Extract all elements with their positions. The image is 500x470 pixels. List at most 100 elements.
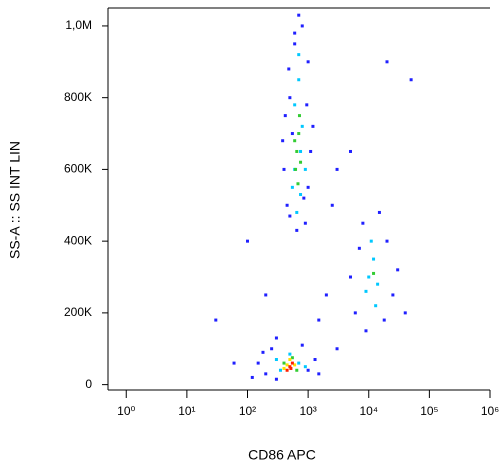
- event-point: [288, 352, 292, 356]
- event-point: [306, 60, 310, 64]
- event-point: [293, 103, 297, 107]
- event-point: [289, 366, 293, 370]
- event-point: [364, 329, 368, 333]
- event-point: [290, 356, 294, 360]
- event-point: [372, 257, 376, 261]
- event-point: [299, 160, 303, 164]
- event-point: [282, 366, 286, 370]
- event-point: [300, 343, 304, 347]
- event-point: [306, 185, 310, 189]
- event-point: [270, 347, 274, 351]
- event-point: [282, 167, 286, 171]
- event-point: [311, 124, 315, 128]
- event-point: [353, 311, 357, 315]
- event-point: [335, 167, 339, 171]
- event-point: [293, 31, 297, 35]
- event-point: [374, 304, 378, 308]
- event-point: [290, 132, 294, 136]
- x-tick-label: 10⁵: [420, 404, 438, 418]
- event-point: [303, 365, 307, 369]
- y-tick-label: 0: [85, 377, 92, 391]
- event-point: [382, 318, 386, 322]
- event-point: [285, 363, 289, 367]
- event-point: [306, 368, 310, 372]
- event-point: [409, 78, 413, 82]
- event-point: [403, 311, 407, 315]
- event-point: [264, 372, 268, 376]
- event-point: [290, 361, 294, 365]
- y-tick-label: 400K: [64, 233, 92, 247]
- event-point: [250, 375, 254, 379]
- event-point: [297, 13, 301, 17]
- event-point: [317, 318, 321, 322]
- event-point: [287, 67, 291, 71]
- event-point: [295, 368, 299, 372]
- x-tick-label: 10³: [299, 404, 316, 418]
- y-tick-label: 600K: [64, 162, 92, 176]
- event-point: [264, 293, 268, 297]
- event-point: [385, 60, 389, 64]
- event-point: [385, 239, 389, 243]
- x-tick-label: 10¹: [178, 404, 195, 418]
- event-point: [300, 124, 304, 128]
- event-point: [295, 149, 299, 153]
- event-point: [285, 203, 289, 207]
- event-point: [302, 196, 306, 200]
- x-axis-title: CD86 APC: [248, 447, 316, 463]
- event-point: [282, 361, 286, 365]
- event-point: [297, 53, 301, 57]
- event-point: [369, 239, 373, 243]
- event-point: [297, 132, 301, 136]
- event-point: [361, 221, 365, 225]
- event-point: [299, 193, 303, 197]
- event-point: [317, 372, 321, 376]
- x-tick-label: 10²: [239, 404, 256, 418]
- event-point: [349, 275, 353, 279]
- event-point: [324, 293, 328, 297]
- event-point: [357, 246, 361, 250]
- event-point: [290, 185, 294, 189]
- event-point: [232, 361, 236, 365]
- x-tick-label: 10⁶: [481, 404, 499, 418]
- event-point: [288, 365, 292, 369]
- event-point: [377, 210, 381, 214]
- y-tick-label: 800K: [64, 90, 92, 104]
- event-point: [293, 42, 297, 46]
- event-point: [278, 368, 282, 372]
- event-point: [305, 103, 309, 107]
- event-point: [367, 275, 371, 279]
- event-point: [285, 368, 289, 372]
- event-point: [256, 361, 260, 365]
- event-point: [288, 214, 292, 218]
- event-point: [299, 149, 303, 153]
- event-point: [335, 347, 339, 351]
- event-point: [288, 358, 292, 362]
- event-point: [297, 78, 301, 82]
- y-axis-title: SS-A :: SS INT LIN: [7, 141, 23, 259]
- event-point: [295, 210, 299, 214]
- event-point: [376, 282, 380, 286]
- event-point: [303, 221, 307, 225]
- event-point: [300, 24, 304, 28]
- event-point: [364, 289, 368, 293]
- event-point: [281, 139, 285, 143]
- event-point: [293, 139, 297, 143]
- event-point: [283, 114, 287, 118]
- event-point: [297, 361, 301, 365]
- y-tick-label: 1,0M: [65, 18, 92, 32]
- event-point: [372, 271, 376, 275]
- event-point: [274, 336, 278, 340]
- event-point: [349, 149, 353, 153]
- event-point: [294, 167, 298, 171]
- event-point: [245, 239, 249, 243]
- event-point: [303, 167, 307, 171]
- event-point: [214, 318, 218, 322]
- x-tick-label: 10⁴: [359, 404, 378, 418]
- event-point: [295, 228, 299, 232]
- event-point: [313, 358, 317, 362]
- event-point: [288, 96, 292, 100]
- y-tick-label: 200K: [64, 305, 92, 319]
- event-point: [297, 114, 301, 118]
- event-point: [274, 358, 278, 362]
